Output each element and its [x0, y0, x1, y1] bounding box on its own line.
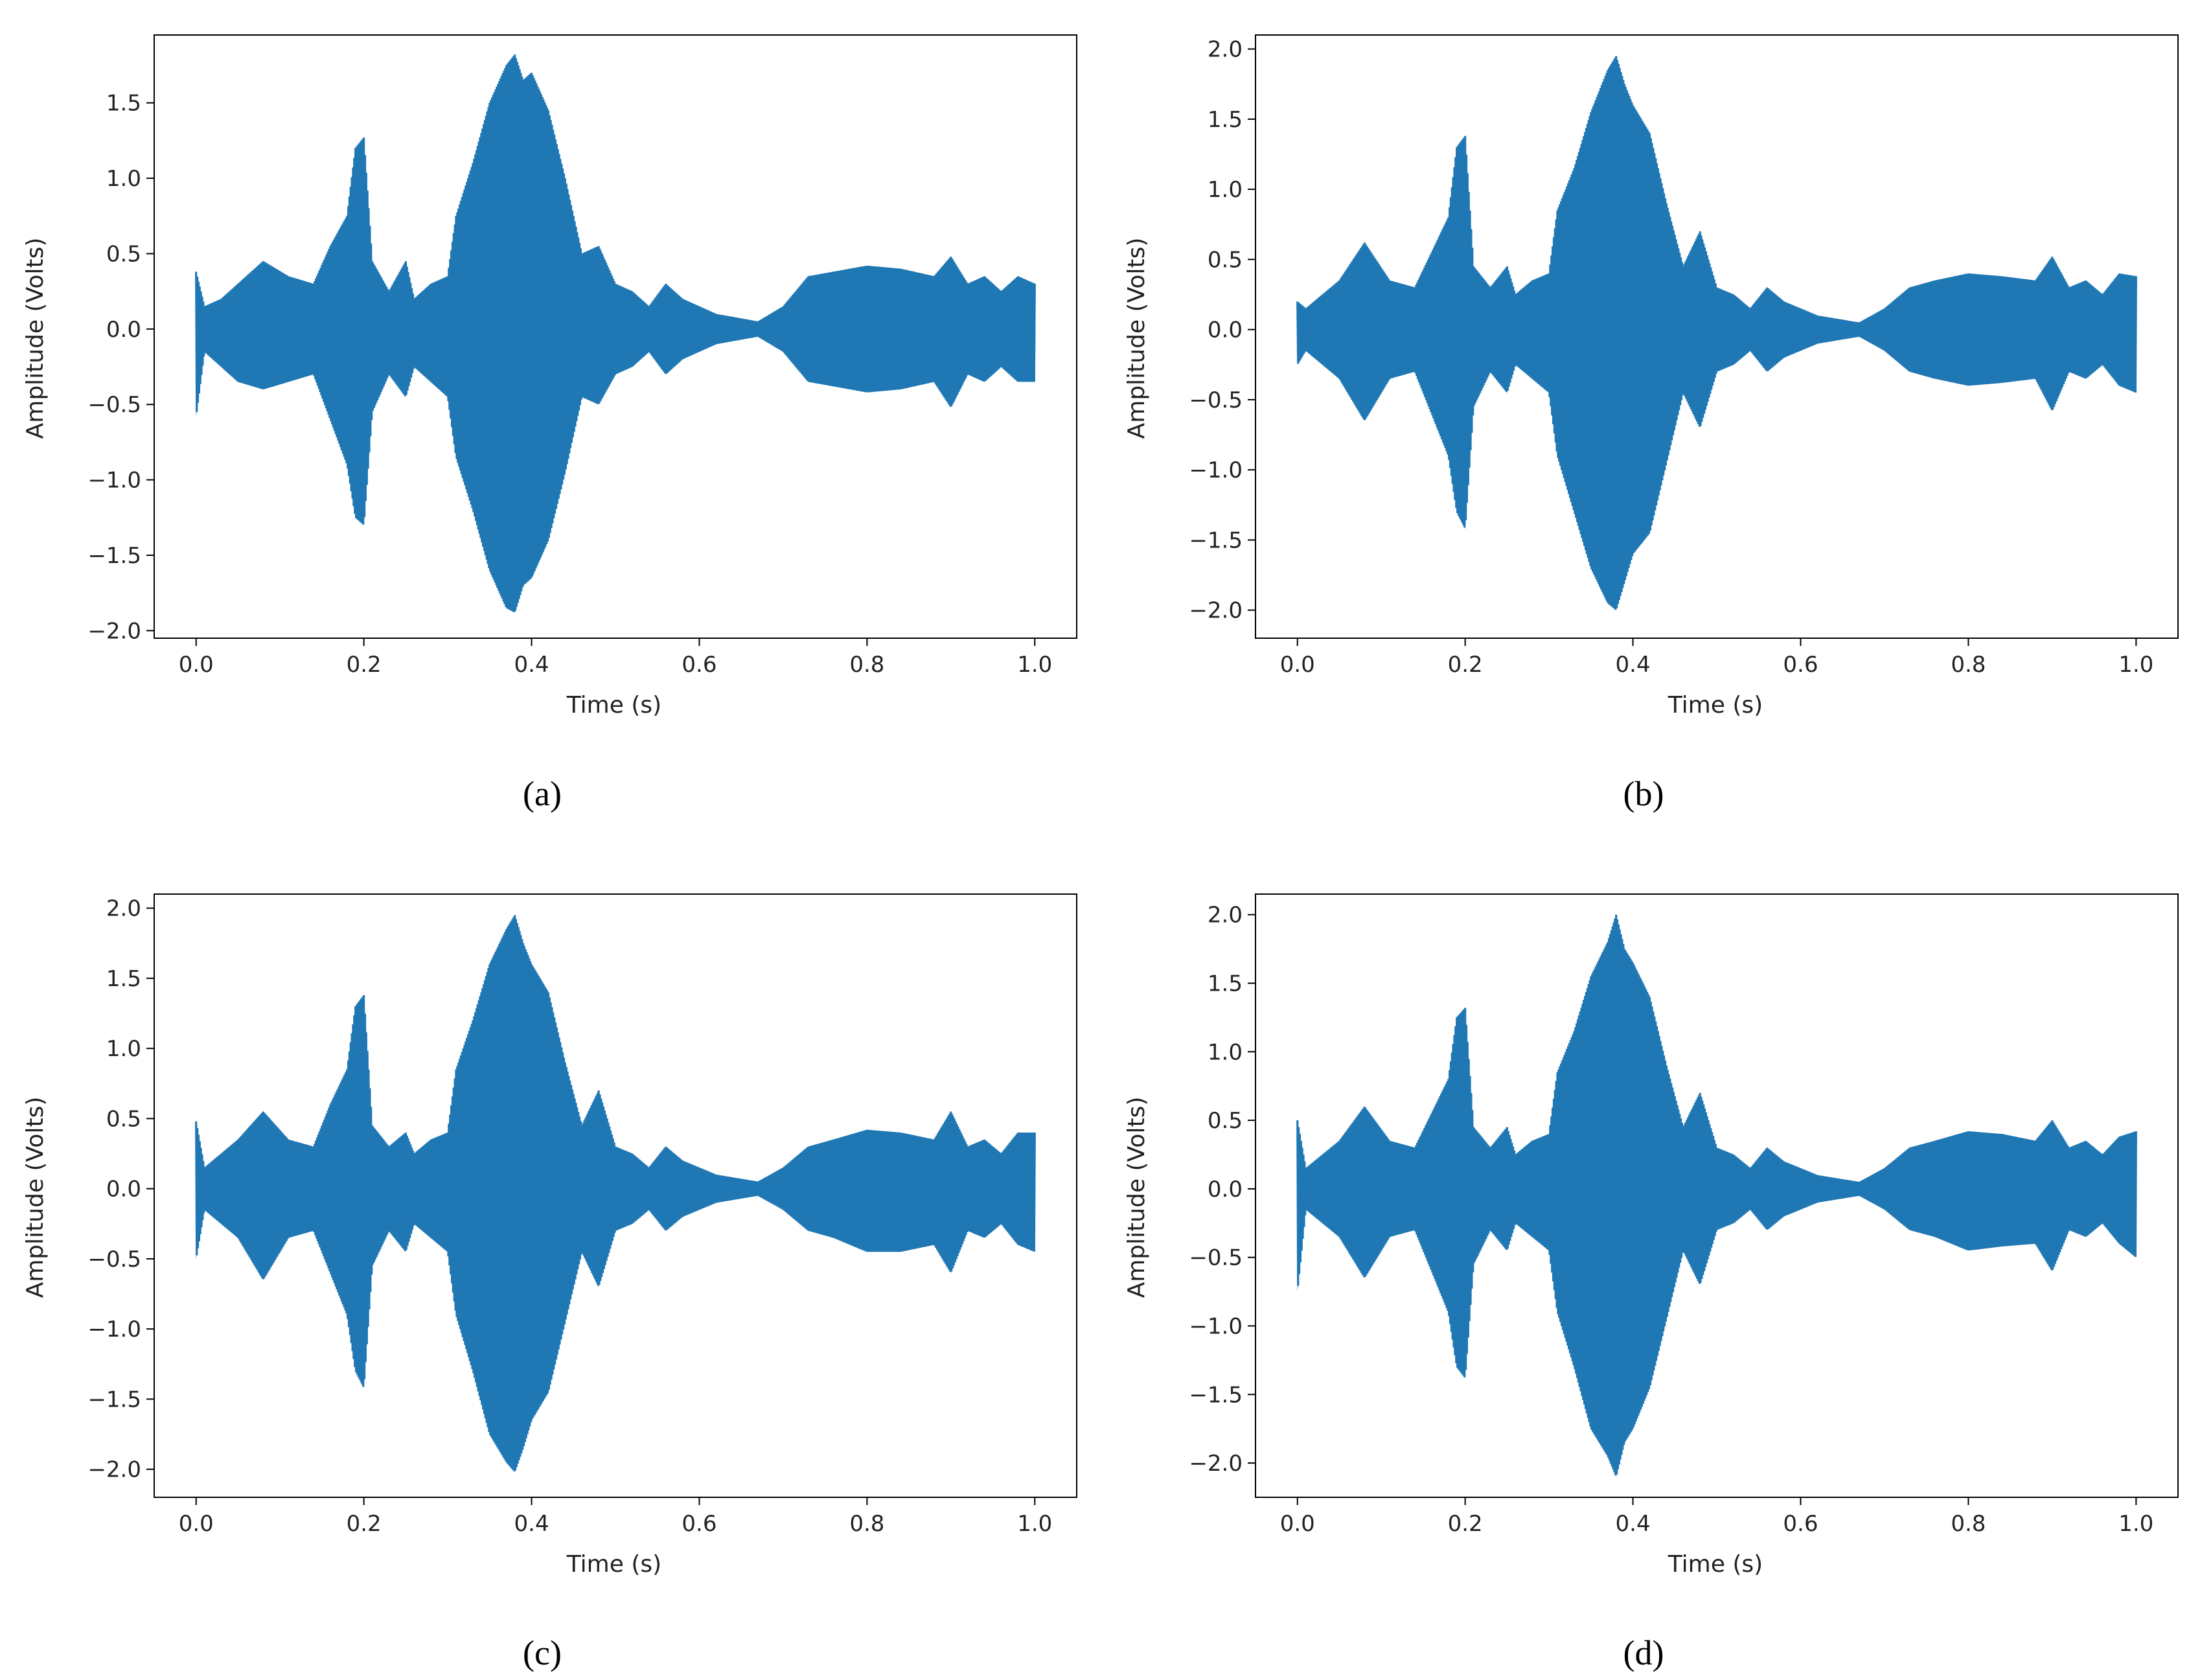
y-tick-label: 1.0 — [1208, 177, 1243, 203]
x-tick-label: 1.0 — [1017, 1511, 1052, 1537]
chart-panel-d: Amplitude (Volts) Time (s) (d) 0.0 0.2 0.4… — [1101, 859, 2202, 1680]
y-tick-label: −2.0 — [87, 1457, 141, 1483]
y-tick-label: 2.0 — [1208, 903, 1243, 928]
y-tick-label: 0.0 — [106, 317, 141, 343]
x-tick-label: 0.0 — [179, 652, 214, 678]
plot-area — [195, 915, 1036, 1472]
x-tick-label: 0.8 — [1951, 652, 1986, 678]
y-tick-label: 1.5 — [1208, 971, 1243, 997]
x-tick-label: 0.8 — [849, 1511, 884, 1537]
panel-caption: (c) — [523, 1633, 562, 1672]
x-axis-label: Time (s) — [566, 1551, 661, 1578]
x-axis-label: Time (s) — [1668, 1551, 1763, 1578]
waveform-chart-a: Amplitude (Volts) Time (s) (a) 0.0 0.2 0.4… — [22, 34, 1077, 813]
x-tick-label: 0.0 — [1280, 652, 1315, 678]
chart-panel-b: Amplitude (Volts) Time (s) (b) 0.0 0.2 0.4… — [1101, 0, 2202, 859]
y-tick-label: 1.0 — [1208, 1039, 1243, 1065]
plot-area — [195, 54, 1036, 613]
waveform-chart-d: Amplitude (Volts) Time (s) (d) 0.0 0.2 0.4… — [1123, 893, 2179, 1672]
x-tick-label: 0.6 — [682, 652, 717, 678]
y-tick-label: 1.0 — [106, 1036, 141, 1062]
waveform-envelope — [196, 54, 1035, 613]
y-axis-label: Amplitude (Volts) — [1123, 238, 1150, 439]
x-tick-label: 0.4 — [1616, 1511, 1651, 1537]
x-axis-label: Time (s) — [566, 692, 661, 719]
y-tick-label: −1.0 — [87, 468, 141, 494]
waveform-chart-b: Amplitude (Volts) Time (s) (b) 0.0 0.2 0.4… — [1123, 34, 2179, 813]
y-tick-label: −0.5 — [1189, 1245, 1243, 1271]
y-tick-label: 2.0 — [106, 896, 141, 922]
x-tick-label: 0.8 — [849, 652, 884, 678]
y-tick-label: −0.5 — [87, 1247, 141, 1272]
y-tick-label: −1.5 — [1189, 527, 1243, 553]
y-tick-label: 0.5 — [1208, 1108, 1243, 1134]
waveform-chart-c: Amplitude (Volts) Time (s) (c) 0.0 0.2 0.4… — [22, 893, 1077, 1672]
x-tick-label: 0.8 — [1951, 1511, 1986, 1537]
y-axis-label: Amplitude (Volts) — [1123, 1097, 1150, 1298]
x-tick-label: 0.2 — [347, 652, 382, 678]
x-tick-label: 0.6 — [682, 1511, 717, 1537]
y-tick-label: 2.0 — [1208, 37, 1243, 63]
y-tick-label: 0.0 — [106, 1177, 141, 1202]
y-tick-label: 1.5 — [106, 91, 141, 117]
y-tick-label: −2.0 — [1189, 1451, 1243, 1477]
y-tick-label: −0.5 — [87, 392, 141, 418]
waveform-envelope — [1297, 914, 2137, 1477]
y-tick-label: −1.0 — [1189, 1314, 1243, 1340]
y-tick-label: 1.5 — [106, 966, 141, 992]
y-tick-label: −0.5 — [1189, 387, 1243, 413]
waveform-envelope — [1297, 56, 2137, 610]
axes-frame — [1255, 893, 2179, 1498]
panel-caption: (b) — [1623, 774, 1664, 813]
x-tick-label: 0.6 — [1783, 652, 1818, 678]
y-tick-label: −2.0 — [87, 618, 141, 644]
waveform-envelope — [196, 915, 1035, 1472]
y-axis-label: Amplitude (Volts) — [22, 1097, 49, 1298]
chart-panel-c: Amplitude (Volts) Time (s) (c) 0.0 0.2 0.4… — [0, 859, 1101, 1680]
x-tick-label: 0.4 — [514, 652, 549, 678]
x-tick-label: 0.6 — [1783, 1511, 1818, 1537]
x-tick-label: 1.0 — [1017, 652, 1052, 678]
y-axis-label: Amplitude (Volts) — [22, 238, 49, 439]
panel-caption: (d) — [1623, 1633, 1664, 1672]
plot-area — [1296, 56, 2137, 610]
axes-frame — [1255, 34, 2179, 639]
x-tick-label: 0.4 — [1616, 652, 1651, 678]
y-tick-label: 1.5 — [1208, 107, 1243, 133]
x-tick-label: 1.0 — [2118, 652, 2153, 678]
y-tick-label: −1.0 — [87, 1317, 141, 1342]
y-tick-label: 1.0 — [106, 166, 141, 192]
plot-area — [1296, 914, 2137, 1477]
x-tick-label: 0.2 — [1448, 652, 1483, 678]
axes-frame — [154, 893, 1077, 1498]
y-tick-label: 0.0 — [1208, 317, 1243, 343]
y-tick-label: −1.5 — [87, 1387, 141, 1412]
y-tick-label: 0.5 — [106, 1106, 141, 1132]
y-tick-label: 0.0 — [1208, 1177, 1243, 1202]
x-tick-label: 0.4 — [514, 1511, 549, 1537]
y-tick-label: −1.5 — [1189, 1382, 1243, 1408]
y-tick-label: −1.0 — [1189, 457, 1243, 483]
y-tick-label: −1.5 — [87, 543, 141, 569]
y-tick-label: 0.5 — [1208, 247, 1243, 273]
panel-caption: (a) — [523, 774, 562, 813]
x-tick-label: 0.0 — [179, 1511, 214, 1537]
x-tick-label: 0.0 — [1280, 1511, 1315, 1537]
chart-panel-a: Amplitude (Volts) Time (s) (a) 0.0 0.2 0.4… — [0, 0, 1101, 859]
x-axis-label: Time (s) — [1668, 692, 1763, 719]
axes-frame — [154, 34, 1077, 639]
y-tick-label: −2.0 — [1189, 598, 1243, 624]
x-tick-label: 1.0 — [2118, 1511, 2153, 1537]
y-tick-label: 0.5 — [106, 241, 141, 267]
x-tick-label: 0.2 — [1448, 1511, 1483, 1537]
x-tick-label: 0.2 — [347, 1511, 382, 1537]
